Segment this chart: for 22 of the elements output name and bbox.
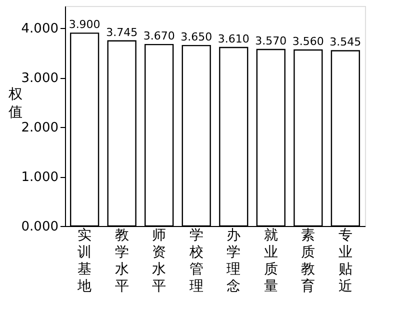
x-tick-label: 办学理念: [226, 228, 241, 294]
data-label: 3.650: [180, 30, 212, 44]
data-label: 3.610: [218, 32, 250, 46]
y-tick-label: 0.000: [21, 220, 58, 234]
x-tick-label: 专业贴近: [338, 228, 352, 294]
data-label: 3.745: [106, 26, 138, 39]
y-tick-label: 4.000: [21, 22, 58, 37]
x-tick-label: 教学水平: [114, 228, 129, 294]
data-label: 3.560: [292, 35, 324, 48]
data-label: 3.545: [330, 36, 362, 49]
x-tick-label: 就业质量: [264, 228, 278, 294]
y-tick-label: 1.000: [21, 170, 58, 186]
y-tick-label: 2.000: [21, 120, 58, 136]
data-label: 3.670: [143, 30, 175, 43]
data-label: 3.900: [68, 18, 100, 32]
y-axis-title: 权值: [8, 86, 22, 120]
x-tick-label: 素质教育: [301, 228, 316, 294]
x-tick-label: 师资水平: [152, 228, 166, 294]
y-tick-label: 3.000: [21, 71, 58, 86]
x-tick-label: 实训基地: [76, 228, 92, 294]
x-tick-label: 学校管理: [188, 228, 204, 294]
data-label: 3.570: [255, 34, 287, 48]
